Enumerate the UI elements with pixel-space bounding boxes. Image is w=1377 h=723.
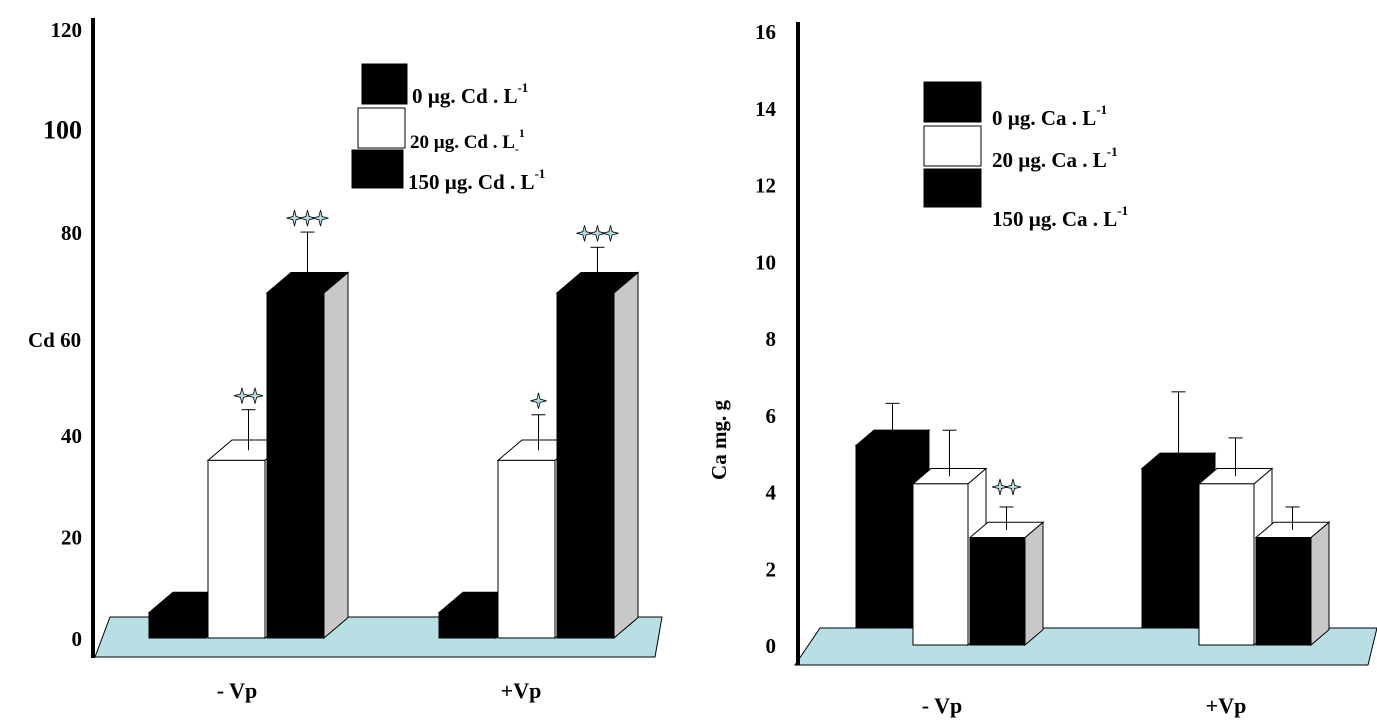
y-tick-label: 8 (766, 327, 777, 351)
legend-swatch (361, 63, 408, 105)
legend-entry: 150 µg. Ca . L-1 (992, 203, 1128, 231)
bar (968, 506, 1045, 647)
star-icon (530, 392, 547, 409)
bar-front (969, 537, 1026, 646)
bar-side (613, 271, 639, 640)
y-axis-bar (796, 22, 800, 665)
y-tick-label: 20 (61, 526, 82, 550)
bar-side (1310, 521, 1330, 647)
star-icon (589, 225, 606, 242)
ca-chart: Ca mg. g 0 2 4 6 8 10 12 14 16 - Vp +Vp 0 µg. Ca … (707, 20, 1377, 718)
cd-chart: Cd 60 020406080100120 - Vp+Vp 0 µg. Cd .… (28, 18, 663, 703)
bar-front (855, 444, 912, 629)
y-tick-labels: 0 2 4 6 8 10 12 14 16 (755, 20, 777, 658)
legend-entry: 0 µg. Ca . L-1 (992, 102, 1107, 130)
bar-side (1024, 521, 1044, 647)
y-axis-bar (91, 18, 95, 658)
legend-superscript: -1 (534, 166, 545, 181)
legend-entry: 0 µg. Cd . L-1 (412, 80, 528, 108)
y-tick-label: 100 (43, 116, 82, 145)
category-labels: - Vp +Vp (922, 693, 1247, 718)
bar-front (266, 292, 325, 639)
bars (147, 210, 640, 640)
legend-superscript: 1 (519, 127, 525, 140)
legend-label: 150 µg. Ca . L (992, 207, 1117, 231)
bar-front (1198, 483, 1255, 646)
y-tick-label: 14 (755, 97, 777, 121)
bar-front (1141, 467, 1198, 629)
bar-front (1255, 537, 1312, 646)
y-tick-label: 16 (755, 20, 776, 44)
bar (1254, 506, 1331, 647)
x-tick-label: - Vp (922, 693, 963, 718)
x-tick-label: - Vp (217, 678, 258, 703)
bar-front (207, 459, 266, 639)
y-axis-label: Ca mg. g (707, 400, 731, 480)
x-tick-label: +Vp (501, 678, 542, 703)
star-icon (286, 210, 303, 227)
significance-marker (991, 478, 1022, 496)
y-tick-label: 2 (766, 557, 777, 581)
y-tick-label: 10 (755, 250, 776, 274)
y-tick-labels: 020406080100120 (43, 18, 82, 651)
legend-superscript: -1 (1096, 102, 1107, 117)
bar-front (497, 459, 556, 639)
legend-entry: 20 µg. Cd . L-1 (410, 127, 525, 156)
legend-swatch (923, 168, 982, 208)
bar-side (323, 271, 349, 640)
bar-front (912, 483, 969, 646)
bar-front (556, 292, 615, 639)
bar-front (438, 612, 497, 639)
star-icon (299, 210, 316, 227)
category-labels: - Vp +Vp (217, 678, 542, 703)
legend-entry: 150 µg. Cd . L-1 (408, 166, 545, 194)
bars (854, 391, 1331, 647)
significance-marker (530, 392, 547, 409)
bar (555, 246, 640, 640)
legend-label: 150 µg. Cd . L (408, 170, 534, 194)
legend-label: 0 µg. Cd . L (412, 84, 517, 108)
legend-superscript: -1 (1117, 203, 1128, 218)
legend-label: 20 µg. Ca . L (992, 148, 1107, 172)
y-tick-label: 80 (61, 221, 82, 245)
y-tick-label: 0 (72, 627, 83, 651)
x-tick-label: +Vp (1206, 693, 1247, 718)
legend-label: 20 µg. Cd . L (410, 132, 515, 153)
y-tick-label: 40 (61, 424, 82, 448)
bar-front (148, 612, 207, 639)
y-tick-label: 6 (766, 404, 777, 428)
bar (265, 231, 350, 640)
star-icon (233, 387, 251, 404)
significance-marker (576, 225, 619, 242)
star-icon (1004, 478, 1022, 496)
legend-subscript: - (515, 143, 519, 156)
legend-superscript: -1 (517, 80, 528, 95)
legend-entry: 20 µg. Ca . L-1 (992, 144, 1118, 172)
legend-swatch (923, 81, 982, 123)
legend-swatch (923, 125, 982, 167)
star-icon (312, 210, 329, 227)
legend-label: 0 µg. Ca . L (992, 106, 1096, 130)
star-icon (991, 478, 1009, 496)
legend-superscript: -1 (1107, 144, 1118, 159)
y-tick-label: 120 (51, 18, 83, 42)
y-tick-label: 12 (755, 174, 776, 198)
legend-swatch (357, 107, 406, 149)
significance-marker (233, 387, 264, 404)
significance-marker (286, 210, 329, 227)
star-icon (602, 225, 619, 242)
legend-swatch (351, 149, 404, 189)
y-tick-label: 4 (766, 481, 777, 505)
y-tick-label: 0 (766, 634, 777, 658)
y-axis-label: Cd 60 (28, 328, 81, 352)
star-icon (246, 387, 264, 404)
star-icon (576, 225, 593, 242)
